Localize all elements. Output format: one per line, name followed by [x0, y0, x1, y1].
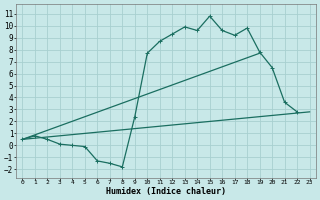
X-axis label: Humidex (Indice chaleur): Humidex (Indice chaleur) — [106, 187, 226, 196]
